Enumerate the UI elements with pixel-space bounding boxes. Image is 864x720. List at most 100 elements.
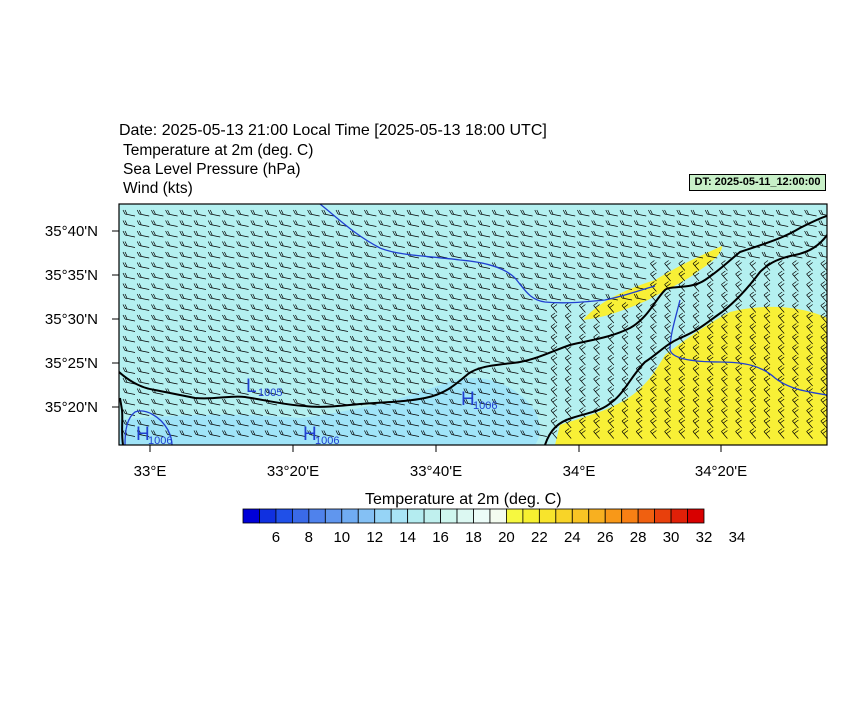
- wind-barb: [349, 419, 363, 427]
- wind-barb: [392, 419, 405, 427]
- wind-barb: [165, 230, 178, 238]
- wind-barb: [264, 251, 278, 259]
- wind-barb: [806, 428, 813, 439]
- colorbar-swatch: [308, 508, 326, 524]
- wind-barb: [721, 417, 728, 429]
- wind-barb: [633, 220, 647, 227]
- wind-barb: [122, 230, 136, 238]
- wind-barb: [719, 251, 732, 259]
- wind-barb: [664, 375, 671, 387]
- forecast-init-badge: DT: 2025-05-11_12:00:00: [689, 174, 826, 191]
- wind-barb: [690, 230, 704, 238]
- wind-barb: [477, 230, 491, 238]
- wind-barb: [193, 262, 207, 269]
- wind-barb: [264, 335, 278, 343]
- wind-barb: [678, 270, 686, 282]
- wind-barb: [763, 312, 771, 324]
- wind-barb: [621, 333, 629, 345]
- wind-barb: [621, 417, 629, 429]
- wind-barb: [364, 419, 377, 427]
- wind-barb: [579, 354, 586, 366]
- lon-label: 33°40'E: [409, 463, 463, 480]
- wind-barb: [605, 272, 618, 280]
- wind-barb: [392, 325, 405, 332]
- wind-barb: [307, 293, 320, 301]
- wind-barb: [664, 323, 671, 334]
- wind-barb: [577, 209, 590, 217]
- wind-barb: [564, 386, 572, 397]
- wind-barb: [777, 386, 785, 397]
- wind-barb: [222, 325, 235, 332]
- wind-barb: [562, 283, 576, 290]
- wind-barb: [307, 346, 320, 353]
- wind-barb: [264, 430, 278, 437]
- wind-barb: [506, 419, 519, 427]
- wind-barb: [761, 209, 775, 217]
- wind-barb: [792, 375, 799, 387]
- wind-barb: [593, 417, 600, 429]
- wind-barb: [193, 346, 207, 353]
- wind-barb: [378, 356, 391, 364]
- wind-barb: [321, 293, 334, 301]
- wind-barb: [607, 312, 615, 324]
- wind-barb: [621, 365, 629, 376]
- wind-barb: [534, 314, 547, 322]
- wind-barb: [179, 304, 192, 311]
- wind-barb: [193, 325, 207, 332]
- wind-barb: [179, 377, 192, 385]
- wind-barb: [463, 409, 476, 416]
- wind-barb: [264, 419, 278, 427]
- wind-barb: [721, 344, 728, 355]
- isobar-line: [124, 410, 173, 445]
- wind-barb: [222, 230, 235, 238]
- colorbar-swatch: [489, 508, 507, 524]
- wind-barb: [775, 241, 789, 248]
- wind-barb: [179, 293, 192, 301]
- wind-barb: [335, 283, 349, 290]
- wind-barb: [420, 409, 434, 416]
- wind-barb: [621, 428, 629, 439]
- wind-barb: [278, 272, 292, 280]
- wind-barb: [420, 230, 434, 238]
- colorbar-label: 20: [498, 529, 515, 546]
- wind-barb: [763, 396, 771, 408]
- wind-barb: [250, 304, 263, 311]
- wind-barb: [449, 409, 462, 416]
- axis-ticks: [112, 230, 722, 452]
- wind-barb: [534, 398, 547, 406]
- wind-barb: [721, 407, 728, 418]
- colorbar-label: 14: [399, 529, 416, 546]
- wind-barb: [335, 241, 349, 248]
- wind-barb: [392, 430, 405, 437]
- wind-barb: [236, 430, 249, 437]
- wind-barb: [650, 270, 657, 282]
- wind-barb: [449, 220, 462, 227]
- wind-barb: [293, 377, 306, 385]
- wind-barb: [775, 209, 789, 217]
- wind-barb: [577, 220, 590, 227]
- wind-barb: [692, 365, 700, 376]
- wind-barb: [293, 230, 306, 238]
- colorbar-swatch: [473, 508, 491, 524]
- wind-barb: [179, 251, 192, 259]
- wind-barb: [151, 230, 164, 238]
- wind-barb: [222, 283, 235, 290]
- wind-barb: [747, 230, 760, 238]
- wind-barb: [293, 283, 306, 290]
- wind-barb: [321, 251, 334, 259]
- wind-barb: [506, 314, 519, 322]
- wind-barb: [378, 304, 391, 311]
- wind-barb: [619, 209, 633, 217]
- wind-barb: [650, 260, 657, 271]
- colorbar-label: 16: [432, 529, 449, 546]
- wind-barb: [293, 241, 306, 248]
- wind-barb: [506, 220, 519, 227]
- wind-barb: [664, 302, 671, 313]
- wind-barb: [491, 209, 505, 217]
- wind-barb: [648, 241, 661, 248]
- wind-barb: [264, 304, 278, 311]
- wind-barb: [364, 409, 377, 416]
- wind-barb: [207, 346, 221, 353]
- wind-barb: [706, 407, 714, 418]
- wind-barb: [420, 293, 434, 301]
